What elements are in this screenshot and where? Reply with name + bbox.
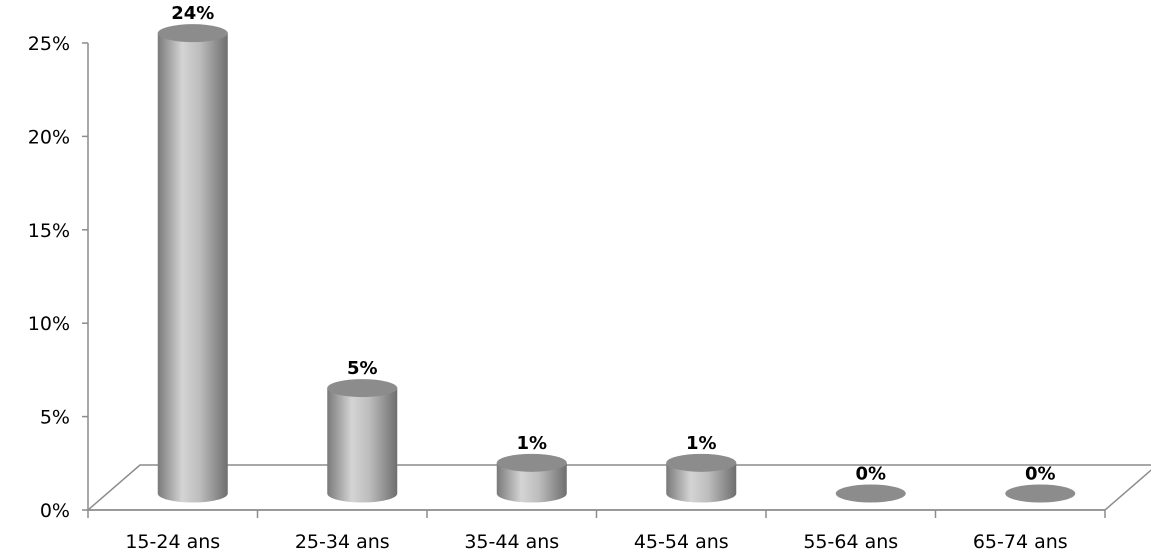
bar-top xyxy=(496,453,567,472)
chart-bars xyxy=(157,24,1076,503)
bar-body xyxy=(666,462,737,503)
data-label: 0% xyxy=(855,464,886,485)
bar xyxy=(327,379,398,503)
y-tick-label: 20% xyxy=(28,126,70,148)
bar xyxy=(835,484,906,503)
y-tick-label: 15% xyxy=(28,220,70,242)
data-label: 1% xyxy=(686,433,717,454)
bar-body xyxy=(157,33,228,503)
x-category-label: 65-74 ans xyxy=(973,531,1068,553)
y-tick-label: 0% xyxy=(40,500,70,522)
data-label: 0% xyxy=(1025,464,1056,485)
bar-top xyxy=(1005,484,1076,503)
x-category-label: 25-34 ans xyxy=(295,531,390,553)
bar xyxy=(157,24,228,503)
x-category-label: 45-54 ans xyxy=(634,531,729,553)
y-tick-label: 10% xyxy=(28,313,70,335)
bar-body xyxy=(327,388,398,503)
data-label: 1% xyxy=(516,433,547,454)
bar xyxy=(666,453,737,503)
bar-top xyxy=(327,379,398,398)
bar xyxy=(1005,484,1076,503)
y-tick-label: 25% xyxy=(28,33,70,55)
bar xyxy=(496,453,567,503)
chart-floor xyxy=(85,464,1151,511)
data-label: 24% xyxy=(171,3,214,24)
x-category-label: 55-64 ans xyxy=(803,531,898,553)
x-category-label: 35-44 ans xyxy=(464,531,559,553)
chart-axes xyxy=(82,42,1106,518)
x-category-label: 15-24 ans xyxy=(125,531,220,553)
data-label: 5% xyxy=(347,358,378,379)
floor-plane xyxy=(85,464,1151,511)
bar-top xyxy=(666,453,737,472)
chart-labels: 0% 5% 10% 15% 20% 25% 24% 15-24 ans 5% 25-34 ans 1… xyxy=(28,3,1068,553)
bar-top xyxy=(835,484,906,503)
bar-body xyxy=(496,462,567,503)
bar-top xyxy=(157,24,228,43)
y-tick-label: 5% xyxy=(40,407,70,429)
